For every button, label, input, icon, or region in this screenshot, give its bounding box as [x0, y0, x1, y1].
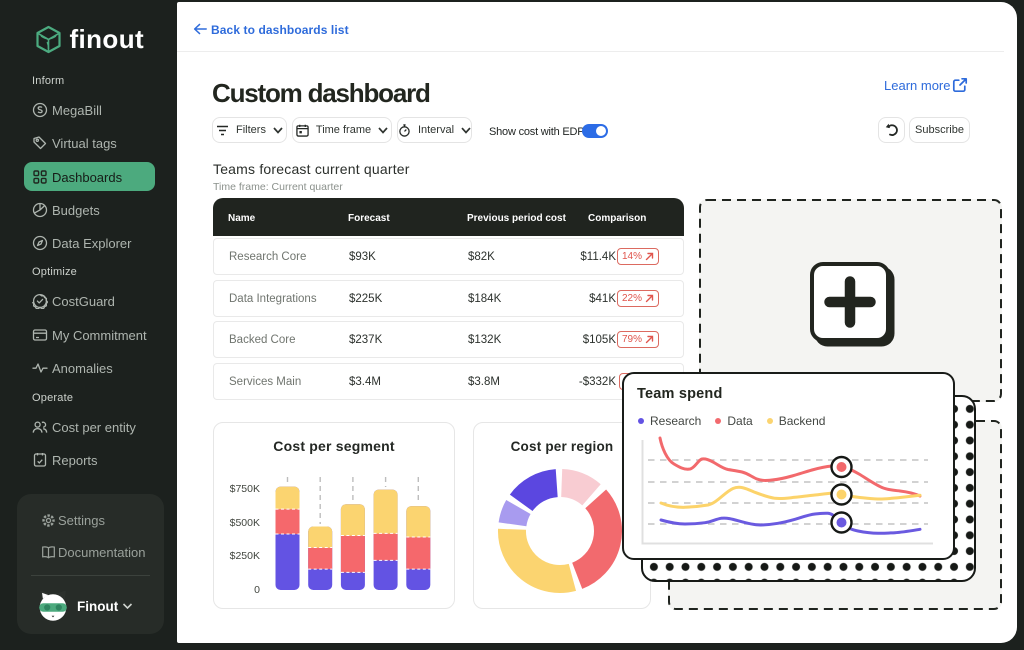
svg-text:$500K: $500K [230, 517, 260, 529]
svg-text:0: 0 [254, 584, 260, 596]
svg-text:$750K: $750K [230, 483, 260, 495]
svg-text:$250K: $250K [230, 550, 260, 562]
